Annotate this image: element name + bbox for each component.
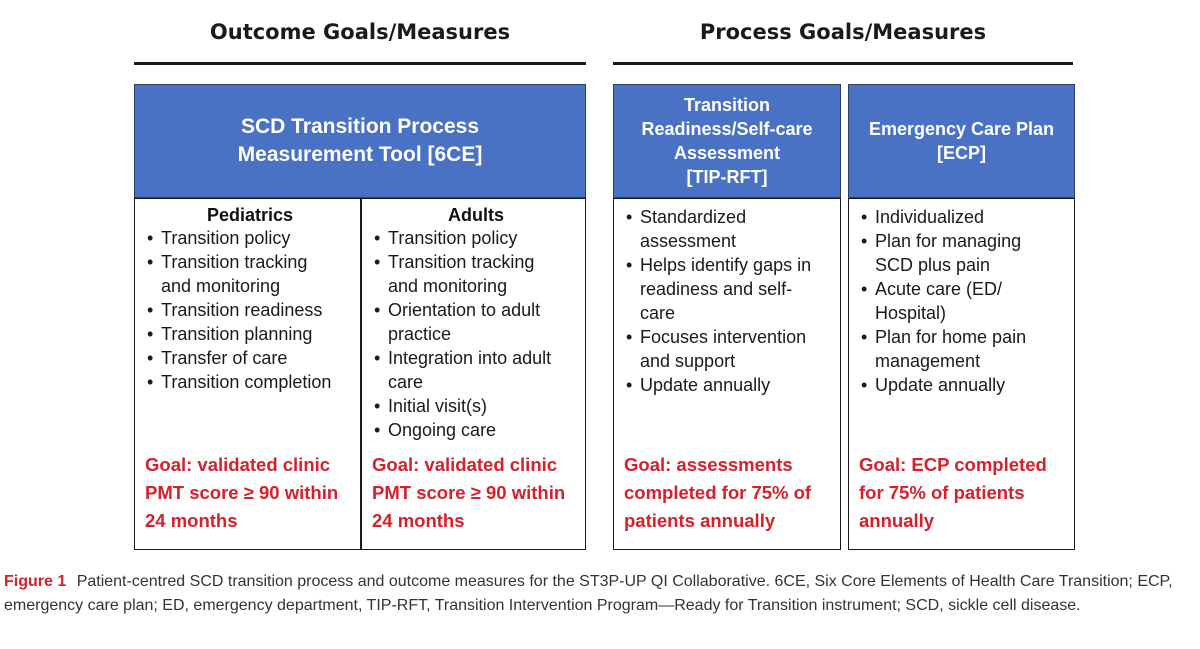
list-item: Individualized xyxy=(859,205,1052,229)
ecp-list: Individualized Plan for managing SCD plu… xyxy=(859,205,1066,397)
tiprft-title-line-4: [TIP-RFT] xyxy=(686,167,768,187)
pediatrics-list: Transition policy Transition tracking an… xyxy=(145,226,355,394)
sixce-title-line-2: Measurement Tool [6CE] xyxy=(237,143,483,166)
outcome-heading-rule xyxy=(134,62,586,65)
list-item: Standardized assessment xyxy=(624,205,824,253)
list-item: Helps identify gaps in readiness and sel… xyxy=(624,253,824,325)
figure-caption-text: Patient-centred SCD transition process a… xyxy=(4,573,1173,614)
list-item: Transition planning xyxy=(145,322,355,346)
list-item: Orientation to adult practice xyxy=(372,298,580,346)
adults-goal: Goal: validated clinic PMT score ≥ 90 wi… xyxy=(372,454,566,531)
tiprft-body: Standardized assessment Helps identify g… xyxy=(613,198,841,550)
list-item: Focuses intervention and support xyxy=(624,325,824,373)
ecp-header: Emergency Care Plan [ECP] xyxy=(848,84,1075,198)
tiprft-title-line-3: Assessment xyxy=(673,143,781,163)
outcome-heading: Outcome Goals/Measures xyxy=(209,20,511,44)
tiprft-header: Transition Readiness/Self-care Assessmen… xyxy=(613,84,841,198)
list-item: Plan for managing SCD plus pain xyxy=(859,229,1052,277)
ecp-body: Individualized Plan for managing SCD plu… xyxy=(848,198,1075,550)
adults-title: Adults xyxy=(448,205,504,225)
list-item: Transition tracking and monitoring xyxy=(372,250,580,298)
list-item: Acute care (ED/ Hospital) xyxy=(859,277,1052,325)
list-item: Transition completion xyxy=(145,370,355,394)
list-item: Integration into adult care xyxy=(372,346,580,394)
pediatrics-title: Pediatrics xyxy=(206,205,294,225)
tiprft-goal: Goal: assessments completed for 75% of p… xyxy=(624,454,812,531)
pediatrics-column: Pediatrics Transition policy Transition … xyxy=(135,199,361,549)
figure-label: Figure 1 xyxy=(4,573,67,590)
list-item: Transfer of care xyxy=(145,346,355,370)
pediatrics-goal: Goal: validated clinic PMT score ≥ 90 wi… xyxy=(145,454,339,531)
sixce-title-line-1: SCD Transition Process xyxy=(240,115,480,138)
figure-caption: Figure 1 Patient-centred SCD transition … xyxy=(4,570,1196,618)
list-item: Update annually xyxy=(859,373,1052,397)
ecp-title-line-2: [ECP] xyxy=(937,143,986,163)
list-item: Transition policy xyxy=(145,226,355,250)
tiprft-title-line-2: Readiness/Self-care xyxy=(641,119,813,139)
list-item: Initial visit(s) xyxy=(372,394,580,418)
ecp-goal: Goal: ECP completed for 75% of patients … xyxy=(859,454,1047,531)
list-item: Transition policy xyxy=(372,226,580,250)
list-item: Transition tracking and monitoring xyxy=(145,250,355,298)
sixce-body: Pediatrics Transition policy Transition … xyxy=(134,198,586,550)
tiprft-list: Standardized assessment Helps identify g… xyxy=(624,205,832,397)
list-item: Transition readiness xyxy=(145,298,355,322)
list-item: Plan for home pain management xyxy=(859,325,1052,373)
list-item: Update annually xyxy=(624,373,824,397)
sixce-header: SCD Transition Process Measurement Tool … xyxy=(134,84,586,198)
column-divider xyxy=(360,199,362,549)
process-heading-rule xyxy=(613,62,1073,65)
tiprft-title-line-1: Transition xyxy=(683,95,770,115)
adults-column: Adults Transition policy Transition trac… xyxy=(362,199,586,549)
process-heading: Process Goals/Measures xyxy=(699,20,987,44)
ecp-title-line-1: Emergency Care Plan xyxy=(868,119,1055,139)
adults-list: Transition policy Transition tracking an… xyxy=(372,226,580,442)
list-item: Ongoing care xyxy=(372,418,580,442)
